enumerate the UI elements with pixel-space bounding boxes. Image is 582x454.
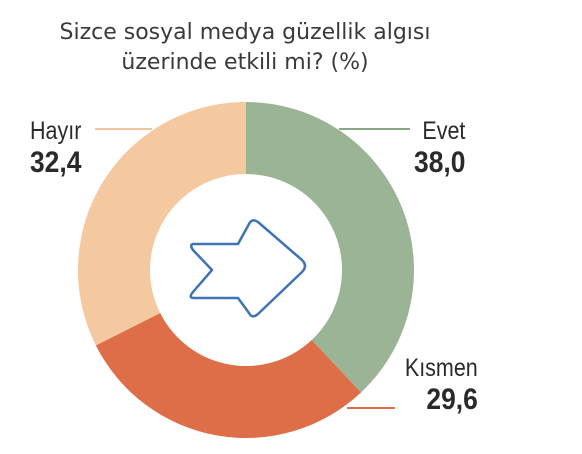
slice-hayir: [78, 102, 246, 346]
label-evet: Evet 38,0: [407, 117, 465, 181]
chart-title-line-1: Sizce sosyal medya güzellik algısı: [59, 20, 431, 45]
label-kismen: Kısmen 29,6: [393, 354, 478, 418]
slice-label-hayir: Hayır: [30, 117, 82, 145]
chart-title: Sizce sosyal medya güzellik algısı üzeri…: [0, 18, 490, 78]
slice-label-kismen: Kısmen: [405, 354, 478, 382]
donut-slices: [78, 102, 414, 438]
label-hayir: Hayır 32,4: [30, 117, 90, 181]
slice-value-evet: 38,0: [413, 146, 465, 179]
slice-kismen: [95, 313, 362, 438]
slice-value-kismen: 29,6: [426, 383, 478, 416]
arrow-right-icon: [189, 219, 307, 318]
slice-label-evet: Evet: [421, 117, 465, 145]
slice-value-hayir: 32,4: [30, 146, 82, 179]
slice-evet: [246, 102, 414, 393]
chart-title-line-2: üzerinde etkili mi? (%): [121, 50, 369, 75]
